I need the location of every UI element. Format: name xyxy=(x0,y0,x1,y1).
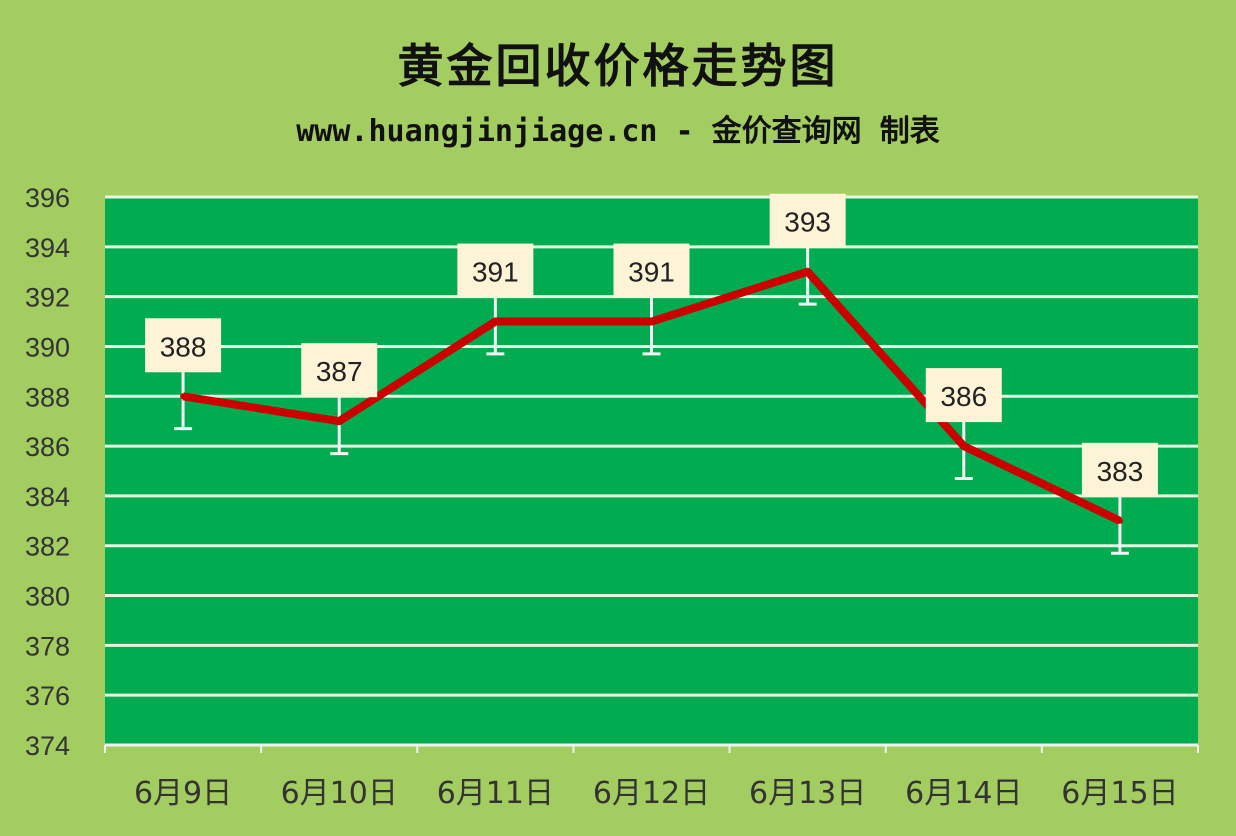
x-tick-label: 6月15日 xyxy=(1061,776,1178,811)
y-tick-label: 382 xyxy=(25,532,70,562)
data-point xyxy=(960,443,967,450)
data-label: 393 xyxy=(784,207,831,238)
y-tick-label: 374 xyxy=(25,731,70,761)
data-point xyxy=(336,418,343,425)
chart-title: 黄金回收价格走势图 xyxy=(397,39,839,93)
data-label-box xyxy=(301,343,378,398)
data-label-box xyxy=(145,318,222,373)
data-label: 386 xyxy=(940,381,987,412)
x-tick-label: 6月9日 xyxy=(134,776,232,811)
data-label: 387 xyxy=(316,356,363,387)
x-tick-label: 6月14日 xyxy=(905,776,1022,811)
y-tick-label: 376 xyxy=(25,681,70,711)
data-label: 391 xyxy=(472,257,519,288)
data-label: 391 xyxy=(628,257,675,288)
x-tick-label: 6月10日 xyxy=(281,776,398,811)
data-point xyxy=(648,318,655,325)
y-tick-label: 394 xyxy=(25,233,70,263)
y-tick-label: 396 xyxy=(25,183,70,213)
x-tick-label: 6月12日 xyxy=(593,776,710,811)
data-label-box xyxy=(1081,442,1158,497)
data-point xyxy=(492,318,499,325)
y-tick-label: 380 xyxy=(25,582,70,612)
data-label-box xyxy=(613,243,690,298)
y-tick-label: 378 xyxy=(25,631,70,661)
data-label-box xyxy=(769,193,846,248)
data-label: 388 xyxy=(160,331,207,362)
y-tick-label: 386 xyxy=(25,432,70,462)
x-tick-label: 6月13日 xyxy=(749,776,866,811)
y-tick-label: 390 xyxy=(25,332,70,362)
data-label-box xyxy=(457,243,534,298)
data-point xyxy=(804,268,811,275)
data-label-box xyxy=(925,368,1002,423)
y-tick-label: 388 xyxy=(25,382,70,412)
data-point xyxy=(1116,517,1123,524)
data-point xyxy=(180,393,187,400)
y-tick-label: 392 xyxy=(25,283,70,313)
y-tick-label: 384 xyxy=(25,482,70,512)
chart-subtitle: www.huangjinjiage.cn - 金价查询网 制表 xyxy=(296,114,940,149)
x-tick-label: 6月11日 xyxy=(437,776,554,811)
data-label: 383 xyxy=(1097,456,1144,487)
